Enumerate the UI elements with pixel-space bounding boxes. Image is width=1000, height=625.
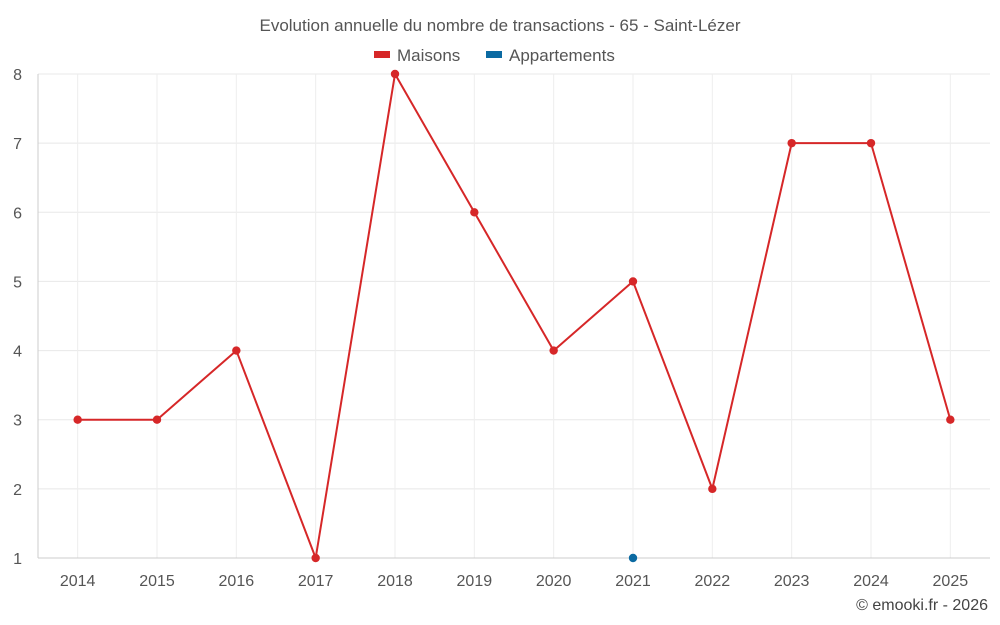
data-point-maisons: [549, 346, 558, 355]
data-point-maisons: [708, 484, 717, 494]
x-tick-label: 2020: [536, 573, 572, 590]
y-tick-label: 8: [13, 67, 22, 84]
data-point-maisons: [628, 277, 638, 286]
legend-label: Maisons: [397, 46, 460, 65]
data-point-maisons: [311, 553, 320, 563]
data-point-maisons: [152, 415, 162, 424]
data-point-maisons: [470, 208, 479, 217]
x-tick-label: 2022: [695, 573, 731, 590]
data-point-maisons: [946, 415, 955, 424]
legend-swatch: [486, 51, 502, 58]
x-tick-label: 2024: [853, 573, 889, 590]
y-tick-label: 7: [13, 136, 22, 153]
x-tick-label: 2023: [774, 573, 810, 590]
x-tick-label: 2025: [933, 573, 969, 590]
y-tick-label: 3: [13, 413, 22, 430]
grid: [38, 73, 990, 559]
axes: 1 2 3 4 5 6 7 8 2014 2015 2016 2017 2018 2019 2020 2021…: [13, 67, 990, 590]
legend: Maisons Appartements: [374, 46, 615, 65]
series-layer: [73, 69, 955, 563]
series-line-maisons: [77, 73, 952, 559]
data-point-maisons: [390, 69, 400, 79]
x-tick-label: 2019: [457, 573, 493, 590]
data-point-maisons: [866, 138, 876, 148]
legend-label: Appartements: [509, 46, 615, 65]
y-tick-label: 6: [13, 205, 22, 222]
y-tick-label: 2: [13, 482, 22, 499]
x-tick-label: 2016: [219, 573, 255, 590]
y-tick-label: 1: [13, 551, 22, 568]
legend-swatch: [374, 51, 390, 58]
x-tick-label: 2014: [60, 573, 96, 590]
y-tick-label: 4: [13, 344, 22, 361]
data-point-maisons: [787, 138, 796, 148]
y-tick-label: 5: [13, 274, 22, 291]
chart-title: Evolution annuelle du nombre de transact…: [259, 16, 740, 35]
x-tick-label: 2017: [298, 573, 334, 590]
credit-text: © emooki.fr - 2026: [856, 597, 988, 614]
data-point-maisons: [232, 346, 241, 355]
data-point-maisons: [73, 415, 82, 424]
data-point-appartements: [628, 553, 638, 563]
x-tick-label: 2021: [615, 573, 651, 590]
x-tick-label: 2018: [377, 573, 413, 590]
x-tick-label: 2015: [139, 573, 175, 590]
